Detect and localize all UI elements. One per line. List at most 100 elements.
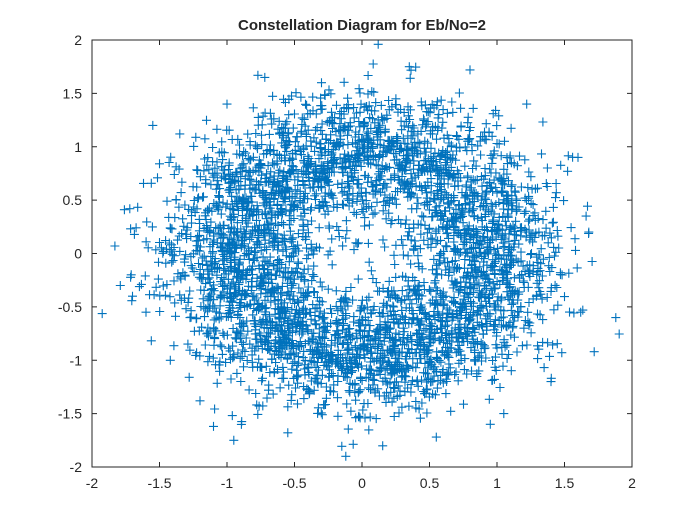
scatter-point bbox=[268, 237, 278, 247]
scatter-point bbox=[167, 240, 176, 250]
scatter-point bbox=[419, 115, 429, 125]
scatter-point bbox=[271, 270, 281, 280]
scatter-point bbox=[444, 134, 454, 144]
scatter-point bbox=[165, 292, 175, 302]
scatter-point bbox=[302, 243, 311, 253]
scatter-point bbox=[354, 179, 364, 189]
scatter-point bbox=[352, 239, 362, 249]
scatter-point bbox=[406, 169, 416, 179]
scatter-point bbox=[467, 366, 476, 376]
scatter-point bbox=[310, 162, 320, 171]
scatter-point bbox=[296, 288, 306, 298]
scatter-point bbox=[471, 243, 481, 253]
scatter-point bbox=[227, 191, 237, 201]
scatter-point bbox=[182, 225, 192, 235]
scatter-point bbox=[380, 326, 390, 336]
scatter-point bbox=[412, 286, 422, 295]
scatter-point bbox=[456, 209, 466, 219]
scatter-point bbox=[505, 260, 515, 270]
scatter-point bbox=[521, 206, 531, 216]
scatter-point bbox=[270, 210, 280, 220]
scatter-point bbox=[394, 147, 404, 156]
scatter-point bbox=[475, 262, 485, 272]
scatter-point bbox=[354, 411, 364, 421]
scatter-point bbox=[423, 107, 433, 117]
scatter-point bbox=[423, 373, 433, 383]
scatter-point bbox=[358, 331, 368, 341]
scatter-point bbox=[455, 210, 465, 220]
scatter-point bbox=[421, 368, 430, 378]
scatter-point bbox=[245, 234, 255, 244]
scatter-point bbox=[355, 107, 365, 117]
scatter-point bbox=[440, 188, 450, 198]
scatter-point bbox=[249, 204, 259, 214]
scatter-point bbox=[347, 357, 357, 367]
scatter-point bbox=[154, 257, 163, 267]
scatter-point bbox=[392, 293, 402, 303]
scatter-point bbox=[424, 311, 434, 321]
scatter-point bbox=[334, 225, 344, 235]
scatter-point bbox=[451, 279, 461, 288]
scatter-point bbox=[317, 313, 327, 323]
scatter-point bbox=[333, 411, 343, 421]
scatter-point bbox=[486, 207, 496, 217]
scatter-point bbox=[253, 112, 263, 122]
scatter-point bbox=[337, 366, 347, 375]
scatter-point bbox=[230, 255, 240, 265]
scatter-point bbox=[153, 274, 163, 284]
scatter-point bbox=[408, 309, 418, 319]
scatter-point bbox=[461, 200, 470, 210]
scatter-point bbox=[336, 294, 346, 304]
scatter-point bbox=[373, 384, 383, 394]
scatter-point bbox=[257, 317, 267, 327]
scatter-point bbox=[219, 259, 229, 269]
scatter-point bbox=[279, 219, 289, 229]
scatter-point bbox=[287, 336, 297, 345]
scatter-point bbox=[208, 237, 218, 247]
scatter-point bbox=[370, 185, 380, 195]
scatter-point bbox=[495, 383, 505, 392]
scatter-point bbox=[327, 167, 337, 177]
scatter-point bbox=[277, 218, 287, 227]
scatter-point bbox=[500, 180, 510, 190]
scatter-point bbox=[441, 389, 451, 399]
scatter-point bbox=[477, 181, 487, 191]
scatter-point bbox=[229, 224, 239, 234]
scatter-point bbox=[284, 380, 294, 390]
scatter-point bbox=[482, 283, 492, 293]
scatter-point bbox=[373, 161, 383, 171]
scatter-point bbox=[224, 248, 234, 258]
scatter-point bbox=[426, 181, 436, 191]
scatter-point bbox=[343, 301, 353, 311]
scatter-point bbox=[158, 248, 168, 258]
scatter-point bbox=[224, 343, 234, 353]
scatter-point bbox=[472, 280, 482, 290]
scatter-point bbox=[477, 251, 487, 261]
scatter-point bbox=[442, 108, 452, 118]
scatter-point bbox=[420, 166, 430, 176]
scatter-point bbox=[183, 339, 193, 349]
scatter-point bbox=[546, 377, 556, 387]
scatter-point bbox=[343, 424, 353, 434]
scatter-point bbox=[126, 224, 136, 234]
scatter-point bbox=[478, 303, 488, 313]
scatter-point bbox=[473, 228, 483, 238]
scatter-point bbox=[306, 203, 316, 213]
scatter-point bbox=[175, 246, 185, 256]
scatter-point bbox=[184, 372, 194, 382]
scatter-point bbox=[379, 333, 389, 343]
scatter-point bbox=[361, 372, 371, 382]
scatter-point bbox=[461, 228, 471, 238]
scatter-point bbox=[133, 202, 143, 212]
scatter-point bbox=[143, 243, 153, 253]
scatter-point bbox=[434, 251, 444, 261]
scatter-point bbox=[458, 211, 467, 221]
scatter-point bbox=[264, 129, 274, 139]
scatter-point bbox=[231, 167, 241, 177]
scatter-point bbox=[426, 354, 436, 364]
scatter-point bbox=[388, 301, 398, 311]
scatter-point bbox=[354, 84, 364, 94]
scatter-point bbox=[503, 209, 513, 219]
scatter-point bbox=[148, 120, 158, 130]
